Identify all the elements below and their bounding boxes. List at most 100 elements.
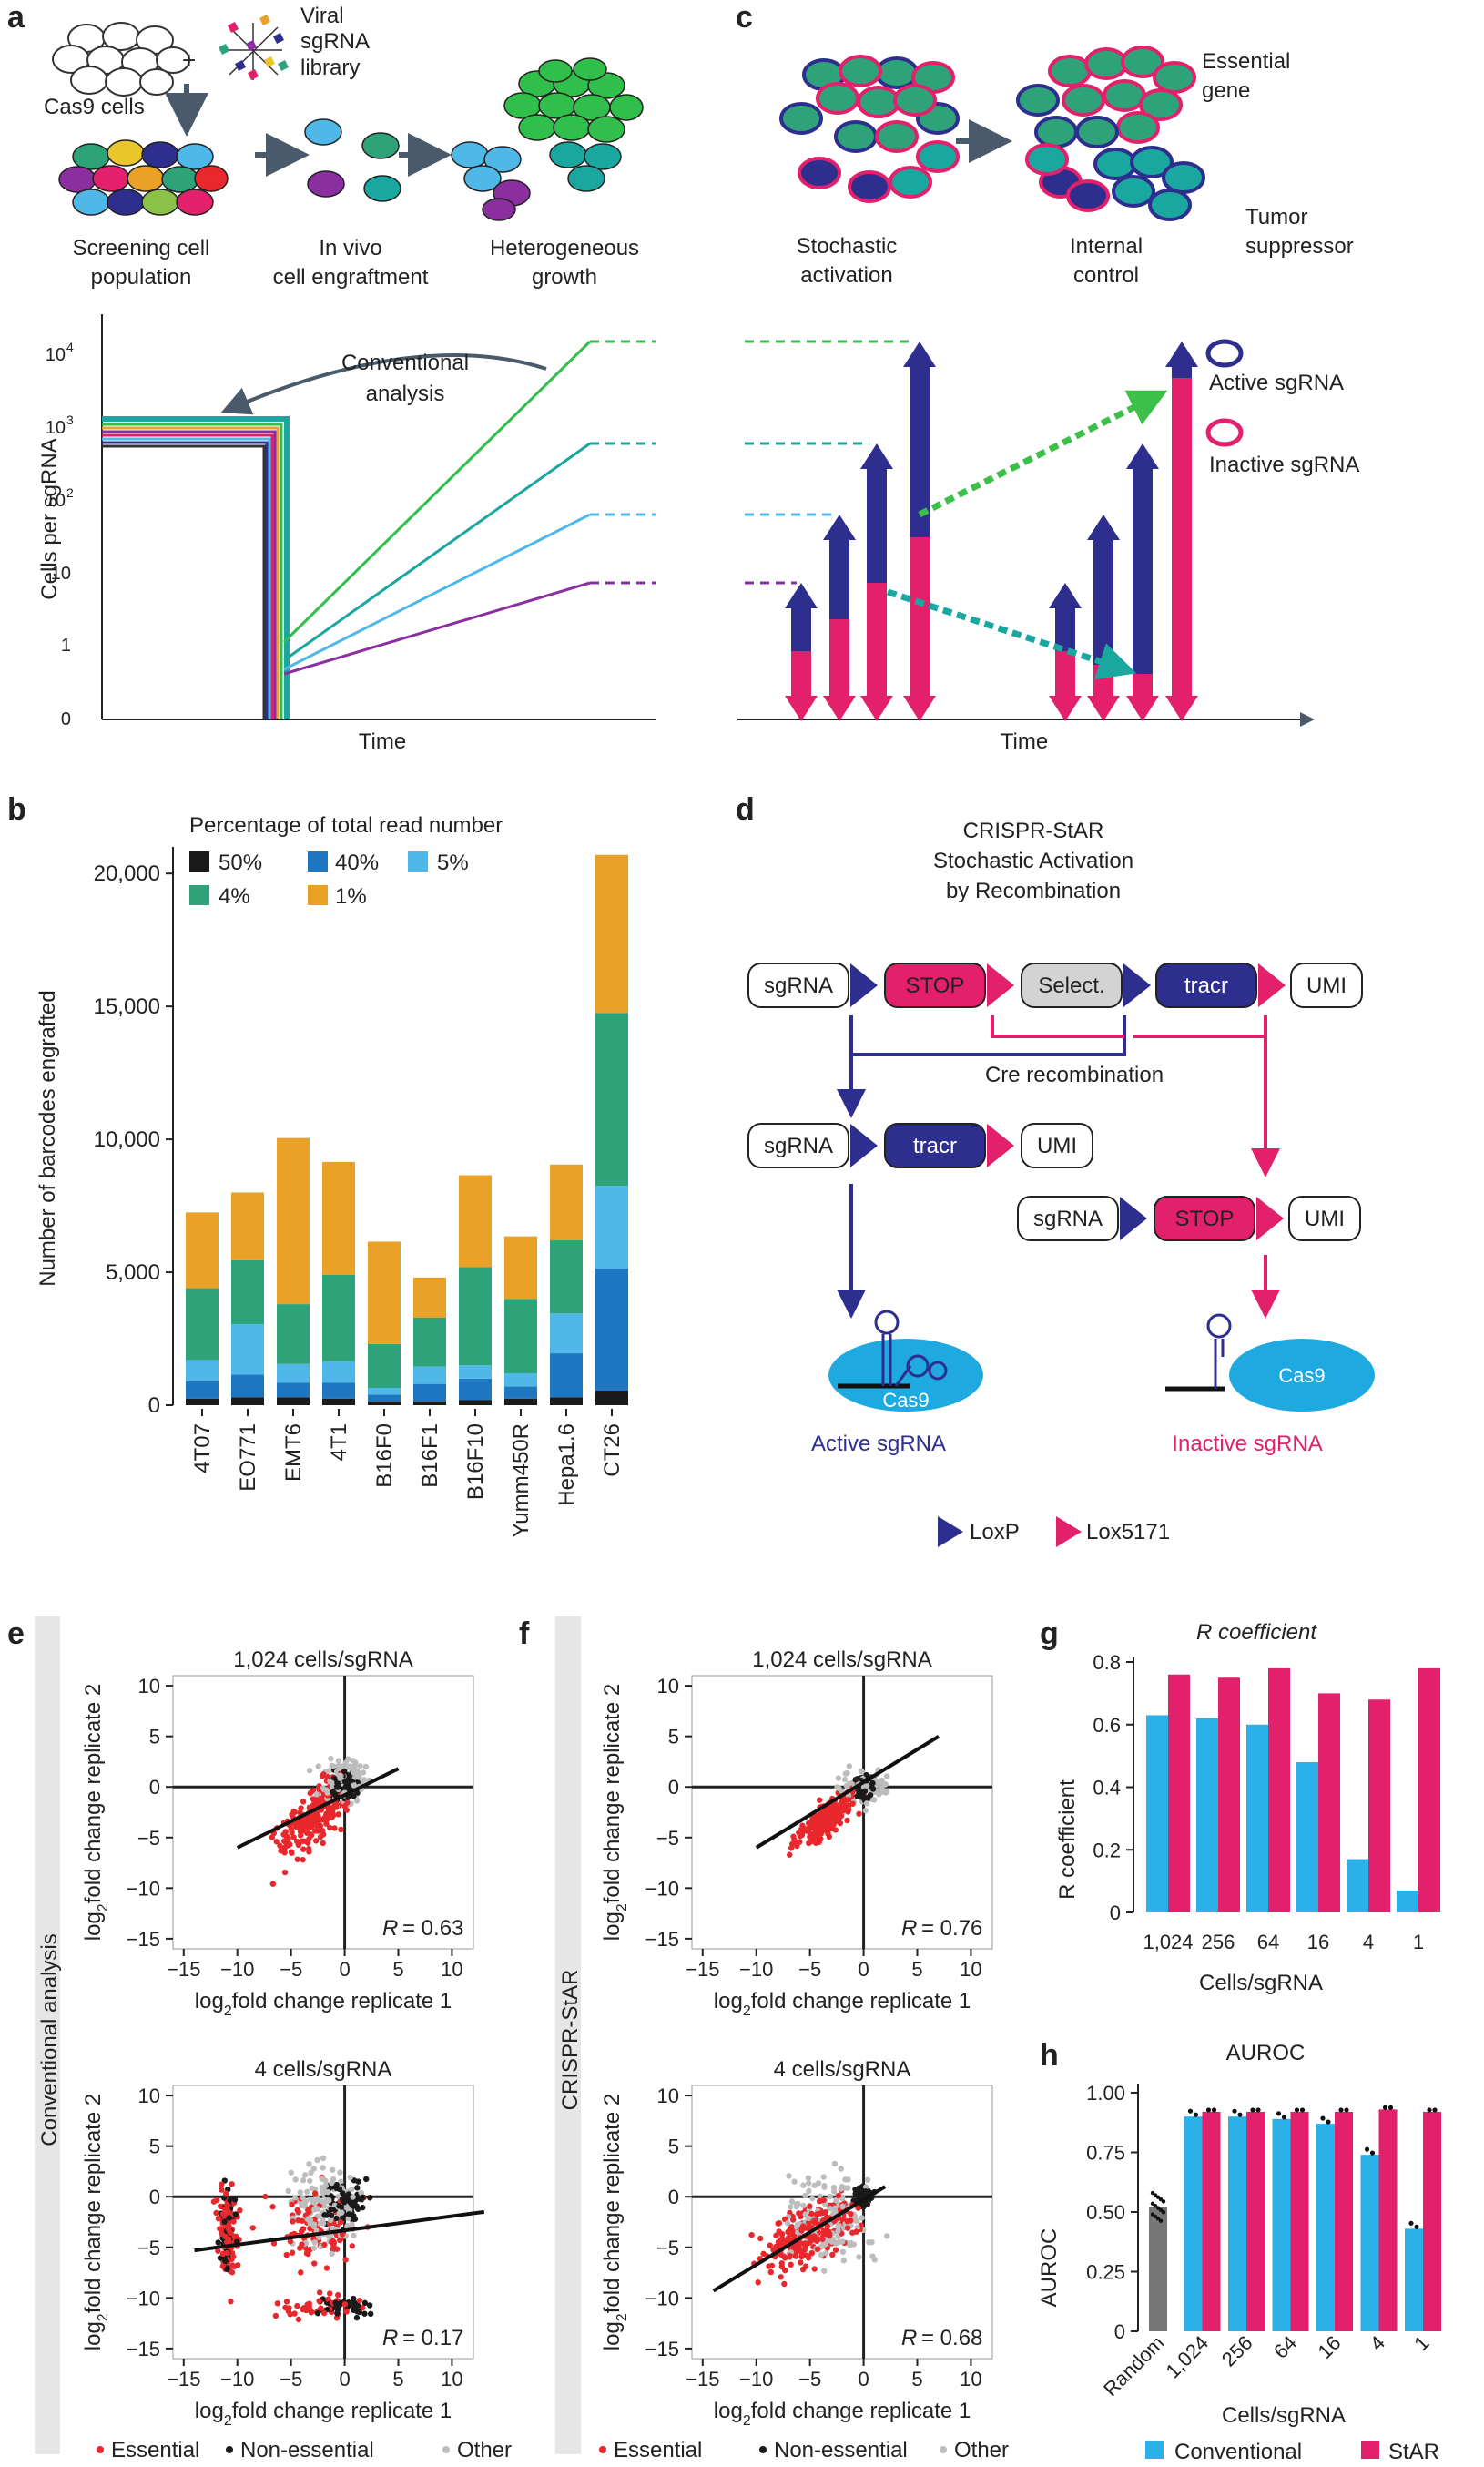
scatter-point	[298, 1805, 304, 1811]
g-bar-star	[1268, 1667, 1290, 1912]
b-legend-swatch-4	[189, 885, 209, 905]
scatter-point	[315, 1763, 321, 1769]
scatter-point	[350, 2295, 357, 2302]
scatter-point	[859, 1769, 865, 1775]
scatter-point	[809, 2195, 816, 2202]
scatter-point	[281, 1844, 289, 1850]
scatter-point	[299, 2202, 305, 2209]
scatter-point	[354, 2206, 361, 2212]
scatter-point	[362, 2176, 370, 2183]
scatter-point	[303, 1818, 310, 1824]
e-side-label: Conventional analysis	[37, 1933, 62, 2146]
scatter-point	[213, 2209, 219, 2217]
scatter-point	[835, 2227, 841, 2234]
scatter-point	[269, 1834, 276, 1840]
scatter-point	[882, 1781, 889, 1788]
h-ytick-label: 0.75	[1086, 2142, 1125, 2165]
scatter-e-bot: 4 cells/sgRNA R = 0.17 −15 −10 −5 0 5 10 10 5 0 −5 −1…	[81, 2057, 485, 2429]
scatter-point	[367, 2195, 373, 2201]
scatter-point	[800, 2223, 807, 2229]
scatter-point	[360, 2194, 366, 2201]
scatter-point	[351, 1769, 357, 1776]
b-segment-50%	[595, 1390, 628, 1405]
scatter-point	[350, 1758, 357, 1764]
scatter-point	[219, 2187, 225, 2193]
scatter-point	[760, 2250, 767, 2258]
scatter-point	[361, 2299, 369, 2307]
scatter-point	[832, 2208, 839, 2216]
g-ytick-label: 0.6	[1093, 1714, 1121, 1737]
scatter-point	[812, 2219, 818, 2226]
g-bar-conventional	[1347, 1859, 1368, 1912]
c-bar-7	[1165, 342, 1198, 721]
g-bar-star	[1218, 1677, 1240, 1912]
scatter-point	[320, 2165, 326, 2171]
scatter-point	[818, 1829, 824, 1836]
d-umi-1: UMI	[1306, 974, 1347, 998]
scatter-point	[782, 2267, 788, 2274]
scatter-point	[330, 2238, 337, 2245]
scatter-point	[344, 2223, 351, 2229]
scatter-point	[310, 2197, 317, 2204]
inactive-sgrna-icon	[1205, 418, 1244, 447]
b-bar-Yumm450R	[504, 1236, 537, 1405]
y-tick-label: −5	[656, 2237, 679, 2259]
b-bar-Hepa1.6	[550, 1164, 583, 1405]
scatter-point	[285, 2187, 291, 2195]
scatter-point	[878, 1785, 884, 1791]
scatter-point	[237, 2207, 243, 2214]
scatter-e-top: 1,024 cells/sgRNA R = 0.63 −15 −10 −5 0 5 10 10 5 0…	[81, 1647, 474, 2019]
b-segment-50%	[322, 1398, 355, 1405]
scatter-point	[280, 1838, 288, 1844]
scatter-point	[298, 2269, 304, 2276]
scatter-point	[343, 1780, 351, 1788]
d-stop-box-2	[1154, 1196, 1255, 1241]
h-xtick-label: 64	[1269, 2331, 1301, 2363]
panel-letter-c: c	[736, 0, 753, 35]
h-ytick-label: 0	[1114, 2320, 1125, 2343]
scatter-point	[361, 1777, 368, 1783]
regression-line	[712, 2185, 887, 2293]
scatter-point	[288, 1826, 294, 1832]
x-tick-label: 5	[392, 2368, 403, 2391]
a-ytick-10000: 10	[46, 345, 66, 365]
b-bar-B16F1	[413, 1277, 446, 1405]
f-side-label: CRISPR-StAR	[558, 1970, 583, 2111]
scatter-point	[333, 2215, 340, 2222]
scatter-point	[309, 2309, 315, 2316]
a-ytick-1000: 10	[46, 418, 66, 438]
scatter-point	[366, 2302, 373, 2309]
scatter-point	[338, 2178, 344, 2185]
b-xtick-labels: 4T07 EO771 EMT6 4T1 B16F0 B16F1 B16F10 Yumm450R…	[190, 1409, 625, 1537]
b-segment-4%	[459, 1267, 492, 1366]
x-axis-label: log2fold change replicate 1	[714, 1989, 971, 2019]
scatter-point	[828, 2238, 836, 2245]
scatter-point	[844, 2225, 851, 2231]
scatter-point	[351, 1792, 357, 1799]
b-segment-5%	[186, 1360, 219, 1381]
g-xtick-label: 1	[1413, 1931, 1424, 1953]
h-xtick-label: 256	[1217, 2331, 1257, 2371]
scatter-point	[831, 2160, 839, 2167]
scatter-point	[333, 2185, 340, 2192]
scatter-point	[811, 2266, 818, 2272]
scatter-point	[269, 2204, 276, 2210]
engraft-line1: In vivo	[319, 236, 381, 260]
legend-other-dot	[442, 2446, 450, 2453]
panel-letter-h: h	[1040, 2038, 1059, 2073]
panel-h: h AUROC AUROC Cells/sgRNA 0 0.25 0.50 0.75 1…	[1037, 2038, 1441, 2464]
x-tick-label: 0	[339, 1958, 350, 1981]
scatter-point	[845, 1805, 851, 1811]
scatter-point	[340, 2190, 346, 2197]
scatter-point	[817, 1836, 823, 1842]
scatter-point	[292, 2176, 299, 2183]
scatter-point	[329, 2250, 335, 2258]
scatter-point	[325, 1806, 332, 1812]
scatter-point	[312, 1838, 320, 1844]
h-point	[1250, 2107, 1255, 2113]
scatter-title: 4 cells/sgRNA	[255, 2057, 392, 2082]
g-bar-star	[1318, 1693, 1340, 1912]
scatter-point	[785, 2228, 791, 2236]
scatter-point	[331, 1825, 338, 1831]
scatter-point	[798, 2227, 805, 2234]
